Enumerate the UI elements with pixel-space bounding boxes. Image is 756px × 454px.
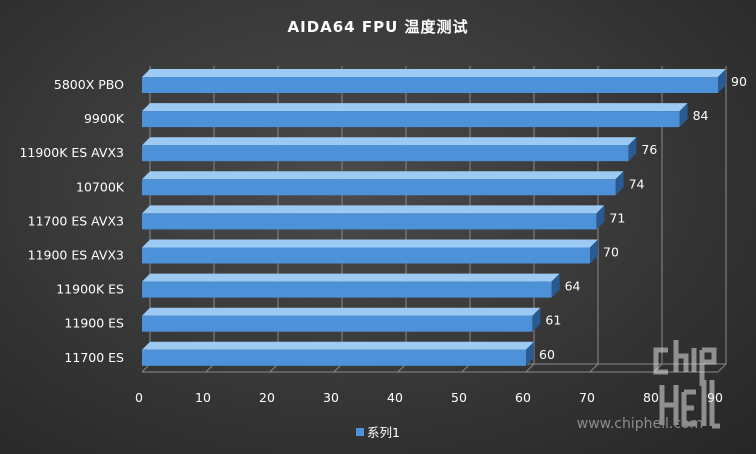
category-labels: 5800X PBO 9900K 11900K ES AVX3 10700K 11700 … (19, 77, 124, 365)
x-tick-label: 30 (323, 390, 339, 405)
bar-side-face (526, 341, 534, 366)
bar-front-face (142, 281, 552, 298)
bar-top-face (142, 171, 624, 180)
value-label: 74 (629, 176, 645, 191)
category-label: 11700 ES (64, 350, 124, 365)
value-label: 84 (693, 108, 709, 123)
grid-line-floor (525, 363, 535, 373)
bar-top-face (142, 273, 560, 282)
bar-side-face (679, 103, 688, 128)
x-tick-label: 0 (135, 390, 143, 405)
x-tick-label: 10 (195, 390, 211, 405)
bar-top-face (142, 239, 598, 248)
bar-side-face (551, 273, 560, 298)
bar (142, 239, 598, 264)
x-tick-label: 20 (259, 390, 275, 405)
bar-top-face (142, 103, 688, 112)
chart-title: AIDA64 FPU 温度测试 (288, 18, 469, 36)
bar-front-face (142, 77, 718, 93)
chiphell-logo-icon (653, 340, 720, 429)
legend-label: 系列1 (367, 425, 400, 440)
bar (142, 205, 605, 230)
value-label: 70 (603, 245, 619, 260)
bar-top-face (142, 69, 726, 77)
x-tick-label: 90 (707, 390, 723, 405)
bar-front-face (142, 349, 526, 366)
watermark-url: www.chiphell.com (577, 416, 703, 432)
bar (142, 171, 624, 196)
value-label: 64 (565, 279, 581, 294)
bar-front-face (142, 247, 590, 264)
value-label: 61 (545, 313, 561, 328)
bar-top-face (142, 341, 534, 350)
bar-front-face (142, 213, 597, 230)
category-label: 11900 ES (64, 316, 124, 331)
bar (142, 307, 541, 332)
chiphell-watermark: www.chiphell.com (577, 340, 720, 432)
value-label: 76 (641, 142, 657, 157)
x-tick-label: 50 (451, 390, 467, 405)
bar (142, 103, 688, 128)
value-label: 71 (609, 210, 625, 225)
bar-front-face (142, 315, 533, 332)
x-tick-label: 60 (515, 390, 531, 405)
category-label: 11900 ES AVX3 (28, 248, 124, 263)
bar-side-face (590, 239, 598, 264)
category-label: 10700K (76, 179, 125, 194)
bar-side-face (615, 171, 624, 196)
bar-front-face (142, 145, 629, 162)
grid-line-floor (717, 363, 727, 373)
x-axis-ticks: 0 10 20 30 40 50 60 70 80 90 (135, 390, 723, 405)
value-label: 90 (731, 74, 747, 89)
category-label: 11900K ES AVX3 (19, 145, 124, 160)
bar (142, 341, 534, 366)
bar-side-face (628, 137, 637, 162)
bar-top-face (142, 307, 541, 316)
grid-line-floor (589, 363, 599, 373)
bar-side-face (596, 205, 605, 230)
bar (142, 69, 726, 93)
legend: 系列1 (356, 425, 400, 440)
bar-side-face (532, 307, 541, 332)
x-tick-label: 80 (643, 390, 659, 405)
value-label: 60 (539, 347, 555, 362)
value-labels: 90 84 76 74 71 70 64 61 60 (539, 74, 747, 362)
bar (142, 273, 560, 298)
category-label: 5800X PBO (54, 77, 124, 92)
bar-top-face (142, 205, 605, 214)
bar (142, 137, 637, 162)
category-label: 11900K ES (56, 282, 124, 297)
x-tick-label: 70 (579, 390, 595, 405)
bar-front-face (142, 179, 616, 196)
bar-side-face (718, 69, 726, 93)
x-tick-label: 40 (387, 390, 403, 405)
category-label: 11700 ES AVX3 (28, 213, 124, 228)
legend-swatch (356, 428, 364, 436)
category-label: 9900K (84, 111, 125, 126)
bar-front-face (142, 111, 680, 128)
bars (142, 69, 726, 366)
bar-top-face (142, 137, 637, 146)
